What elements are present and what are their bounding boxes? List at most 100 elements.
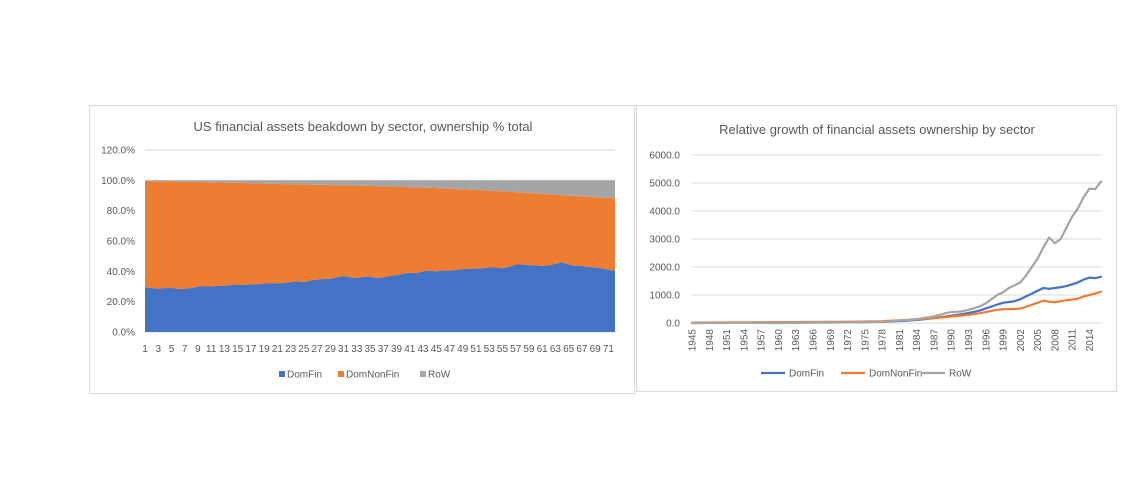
line-row xyxy=(690,180,1103,325)
legend-label-domnonfin: DomNonFin xyxy=(346,370,399,381)
x-tick-label: 1963 xyxy=(791,329,802,352)
x-tick-label: 33 xyxy=(351,344,363,355)
y-tick-label: 120.0% xyxy=(101,146,135,157)
legend: DomFin DomNonFin RoW xyxy=(761,369,972,380)
legend: DomFin DomNonFin RoW xyxy=(279,370,451,381)
y-tick-label: 0.0% xyxy=(112,328,135,339)
x-tick-label: 47 xyxy=(444,344,456,355)
y-tick-label: 20.0% xyxy=(107,297,135,308)
legend-label-row: RoW xyxy=(949,369,972,380)
relative-growth-chart-panel: Relative growth of financial assets owne… xyxy=(636,105,1117,392)
x-tick-label: 1945 xyxy=(688,329,699,352)
x-tick-label: 1990 xyxy=(947,329,958,352)
x-tick-label: 67 xyxy=(576,344,588,355)
x-tick-label: 55 xyxy=(497,344,509,355)
x-tick-label: 2014 xyxy=(1085,329,1096,352)
y-tick-label: 100.0% xyxy=(101,176,135,187)
legend-swatch-row xyxy=(420,371,426,377)
x-tick-label: 43 xyxy=(417,344,429,355)
chart-title: US financial assets beakdown by sector, … xyxy=(194,119,533,134)
legend-label-domnonfin: DomNonFin xyxy=(869,369,922,380)
x-tick-label: 51 xyxy=(470,344,482,355)
x-tick-label: 2002 xyxy=(1016,329,1027,352)
x-tick-label: 57 xyxy=(510,344,522,355)
x-tick-label: 2011 xyxy=(1068,329,1079,351)
y-tick-label: 80.0% xyxy=(107,206,135,217)
x-tick-label: 7 xyxy=(182,344,188,355)
x-tick-label: 25 xyxy=(298,344,310,355)
x-tick-label: 1951 xyxy=(722,329,733,352)
y-axis-ticks: 0.0 1000.0 2000.0 3000.0 4000.0 5000.0 6000.0 xyxy=(649,151,680,330)
x-tick-label: 1999 xyxy=(999,329,1010,352)
x-tick-label: 1996 xyxy=(981,329,992,352)
x-tick-label: 45 xyxy=(431,344,443,355)
x-tick-label: 23 xyxy=(285,344,297,355)
x-tick-label: 29 xyxy=(325,344,337,355)
x-tick-label: 1969 xyxy=(826,329,837,352)
x-tick-label: 15 xyxy=(232,344,244,355)
y-tick-label: 5000.0 xyxy=(649,179,680,190)
x-tick-label: 69 xyxy=(590,344,602,355)
line-domnonfin xyxy=(690,290,1103,324)
x-tick-label: 1948 xyxy=(705,329,716,352)
y-tick-label: 0.0 xyxy=(666,319,680,330)
x-tick-label: 37 xyxy=(378,344,390,355)
x-tick-label: 1954 xyxy=(739,329,750,352)
x-tick-label: 1960 xyxy=(774,329,785,352)
y-tick-label: 2000.0 xyxy=(649,263,680,274)
y-tick-label: 4000.0 xyxy=(649,207,680,218)
x-axis-ticks: 1945 1948 1951 1954 1957 1960 1963 1966 1969 1972… xyxy=(688,329,1096,352)
x-tick-label: 19 xyxy=(259,344,271,355)
x-tick-label: 71 xyxy=(603,344,615,355)
x-tick-label: 1975 xyxy=(860,329,871,352)
x-tick-label: 13 xyxy=(219,344,231,355)
y-tick-label: 40.0% xyxy=(107,267,135,278)
x-tick-label: 35 xyxy=(365,344,377,355)
y-axis-ticks: 0.0% 20.0% 40.0% 60.0% 80.0% 100.0% 120.0% xyxy=(101,146,135,339)
x-tick-label: 17 xyxy=(245,344,257,355)
x-tick-label: 1993 xyxy=(964,329,975,352)
ownership-share-chart: US financial assets beakdown by sector, … xyxy=(101,119,615,381)
x-tick-label: 1972 xyxy=(843,329,854,352)
x-tick-label: 9 xyxy=(195,344,201,355)
x-tick-label: 2008 xyxy=(1050,329,1061,352)
gridlines xyxy=(692,154,1101,324)
legend-swatch-domnonfin xyxy=(338,371,344,377)
y-tick-label: 1000.0 xyxy=(649,291,680,302)
x-tick-label: 1978 xyxy=(878,329,889,352)
x-tick-label: 63 xyxy=(550,344,562,355)
relative-growth-chart: Relative growth of financial assets owne… xyxy=(649,122,1103,380)
x-tick-label: 27 xyxy=(312,344,324,355)
series-lines xyxy=(690,180,1103,325)
y-tick-label: 3000.0 xyxy=(649,235,680,246)
x-tick-label: 1957 xyxy=(757,329,768,352)
area-domfin xyxy=(145,262,615,332)
x-tick-label: 59 xyxy=(523,344,535,355)
x-tick-label: 1984 xyxy=(912,329,923,352)
area-row xyxy=(145,180,615,199)
x-tick-label: 49 xyxy=(457,344,469,355)
chart-title: Relative growth of financial assets owne… xyxy=(719,122,1035,137)
x-tick-label: 21 xyxy=(272,344,284,355)
legend-label-row: RoW xyxy=(428,370,451,381)
legend-label-domfin: DomFin xyxy=(287,370,322,381)
x-tick-label: 61 xyxy=(537,344,549,355)
x-tick-label: 39 xyxy=(391,344,403,355)
x-tick-label: 1981 xyxy=(895,329,906,352)
x-tick-label: 31 xyxy=(338,344,350,355)
x-tick-label: 53 xyxy=(484,344,496,355)
y-tick-label: 6000.0 xyxy=(649,151,680,162)
legend-label-domfin: DomFin xyxy=(789,369,824,380)
x-tick-label: 65 xyxy=(563,344,575,355)
line-domfin xyxy=(690,275,1103,325)
x-tick-label: 5 xyxy=(169,344,175,355)
x-tick-label: 11 xyxy=(206,344,217,355)
x-tick-label: 3 xyxy=(155,344,161,355)
x-tick-label: 1966 xyxy=(808,329,819,352)
y-tick-label: 60.0% xyxy=(107,237,135,248)
x-tick-label: 41 xyxy=(404,344,416,355)
x-tick-label: 1 xyxy=(142,344,148,355)
stacked-areas xyxy=(145,180,615,332)
ownership-share-chart-panel: US financial assets beakdown by sector, … xyxy=(89,105,635,394)
x-tick-label: 2005 xyxy=(1033,329,1044,352)
